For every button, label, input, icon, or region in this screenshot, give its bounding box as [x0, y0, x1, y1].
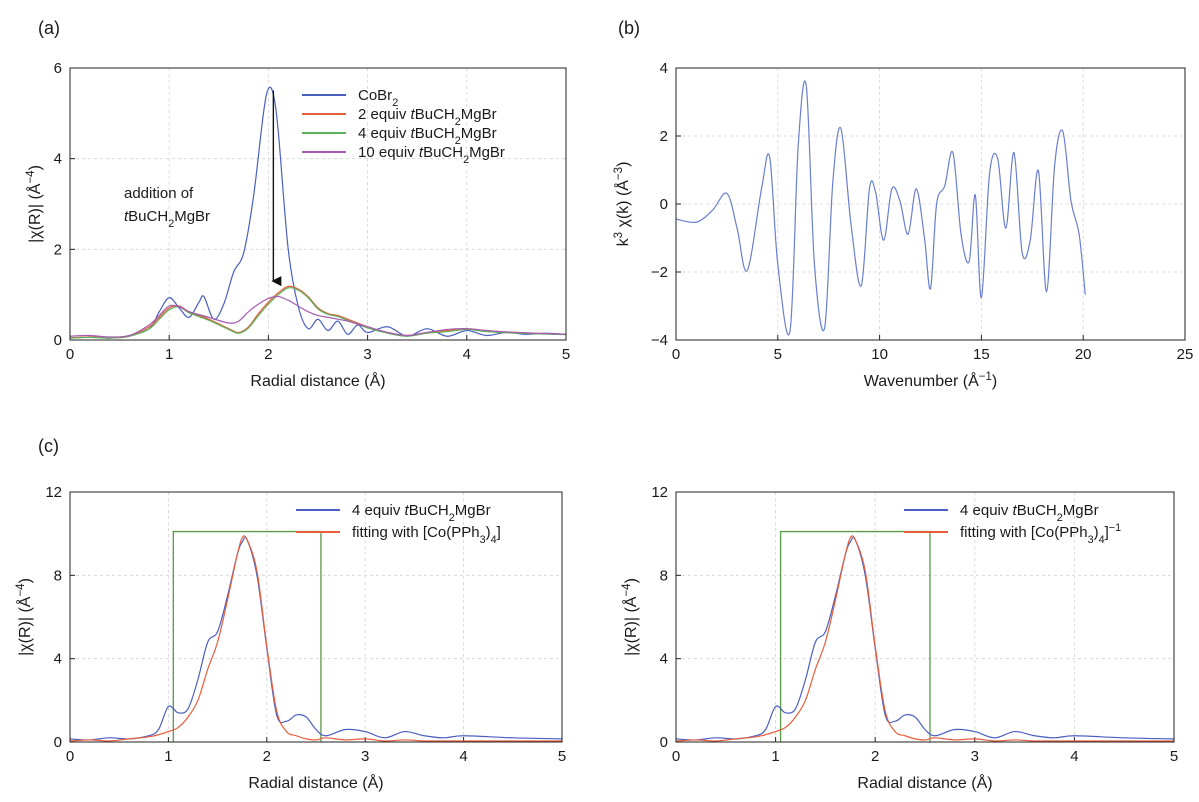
- legend-entry-3: 4 equiv tBuCH2​MgBr: [358, 125, 497, 147]
- x-tick-label: 3: [363, 346, 371, 363]
- x-tick-label: 5: [558, 748, 566, 765]
- x-tick-label: 15: [973, 346, 990, 363]
- plot-frame: [69, 67, 567, 341]
- series-line-3: [70, 287, 566, 339]
- y-tick-label: 12: [651, 484, 668, 501]
- plot-area: [676, 80, 1086, 336]
- legend-entry-4: 10 equiv tBuCH2​MgBr: [358, 144, 505, 166]
- plot-frame: [69, 491, 563, 743]
- panel-label: (b): [618, 18, 640, 38]
- y-tick-label: 4: [54, 651, 62, 668]
- y-tick-label: 4: [660, 651, 668, 668]
- x-tick-label: 4: [1070, 748, 1078, 765]
- x-tick-label: 4: [459, 748, 467, 765]
- x-tick-label: 5: [774, 346, 782, 363]
- plot-area: [70, 86, 566, 339]
- y-axis-label: k3​ χ(k) (Å−3​): [613, 162, 632, 247]
- x-tick-label: 4: [463, 346, 471, 363]
- annotation-text-line2: tBuCH2​MgBr: [124, 208, 210, 230]
- x-tick-label: 2: [264, 346, 272, 363]
- y-tick-label: 0: [54, 734, 62, 751]
- plot-area: [676, 530, 1174, 742]
- x-axis-label: Radial distance (Å): [250, 371, 385, 390]
- y-tick-label: 2: [54, 241, 62, 258]
- series-line-1: [70, 86, 566, 339]
- x-axis-label: Radial distance (Å): [248, 773, 383, 792]
- plot-area: [70, 530, 562, 742]
- y-tick-label: 0: [660, 196, 668, 213]
- chart-panel-b: 0 5 10 15 20 25 −4 −2 0 2 4 Wavenumber (Å−1​) k3​ χ(…: [613, 18, 1193, 390]
- x-axis-label: Radial distance (Å): [857, 773, 992, 792]
- legend-entry-2: 2 equiv tBuCH2​MgBr: [358, 106, 497, 128]
- legend-entry-1: 4 equiv tBuCH2​MgBr: [960, 502, 1099, 524]
- legend-entry-2: fitting with [Co(PPh3​)4​]: [352, 524, 501, 546]
- x-tick-label: 2: [871, 748, 879, 765]
- y-tick-label: 8: [54, 567, 62, 584]
- legend-entry-2: fitting with [Co(PPh3​)4​]−1​: [960, 522, 1121, 546]
- x-tick-label: 3: [971, 748, 979, 765]
- x-tick-label: 0: [672, 346, 680, 363]
- y-tick-label: 12: [45, 484, 62, 501]
- x-tick-label: 2: [263, 748, 271, 765]
- y-tick-label: 0: [660, 734, 668, 751]
- legend-entry-1: CoBr2​: [358, 87, 398, 109]
- x-tick-label: 20: [1075, 346, 1092, 363]
- y-tick-label: 6: [54, 60, 62, 77]
- x-tick-label: 0: [66, 346, 74, 363]
- x-tick-label: 25: [1177, 346, 1194, 363]
- annotation-text-line1: addition of: [124, 185, 194, 202]
- y-axis-label: |χ(R)| (Å−4​): [25, 165, 44, 243]
- x-tick-label: 0: [66, 748, 74, 765]
- x-axis-label: Wavenumber (Å−1​): [864, 371, 997, 390]
- fit-window-line: [172, 530, 322, 742]
- x-tick-label: 0: [672, 748, 680, 765]
- fit-window-line: [779, 530, 931, 742]
- series-line-1: [676, 80, 1086, 336]
- panel-label: (a): [38, 18, 60, 38]
- y-tick-label: 8: [660, 567, 668, 584]
- series-line-2: [70, 535, 562, 742]
- series-line-4: [70, 295, 566, 338]
- y-tick-label: 4: [54, 151, 62, 168]
- plot-frame: [675, 67, 1186, 341]
- y-tick-label: 4: [660, 60, 668, 77]
- x-tick-label: 1: [771, 748, 779, 765]
- plot-frame: [675, 491, 1175, 743]
- panel-label: (c): [38, 436, 59, 456]
- series-line-1: [676, 536, 1174, 741]
- y-tick-label: 0: [54, 332, 62, 349]
- x-tick-label: 5: [562, 346, 570, 363]
- x-tick-label: 10: [871, 346, 888, 363]
- series-line-1: [70, 536, 562, 741]
- legend-entry-1: 4 equiv tBuCH2​MgBr: [352, 502, 491, 524]
- x-tick-label: 1: [165, 346, 173, 363]
- x-tick-label: 1: [164, 748, 172, 765]
- y-tick-label: −2: [651, 264, 668, 281]
- series-line-2: [70, 285, 566, 339]
- chart-panel-a: 0 1 2 3 4 5 0 2 4 6 Radial distance (Å) |χ(R)| (Å−4…: [25, 18, 570, 390]
- x-tick-label: 5: [1170, 748, 1178, 765]
- y-tick-label: −4: [651, 332, 668, 349]
- x-tick-label: 3: [361, 748, 369, 765]
- y-axis-label: |χ(R)| (Å−4​): [15, 578, 34, 656]
- series-line-2: [676, 535, 1174, 742]
- y-tick-label: 2: [660, 128, 668, 145]
- y-axis-label: |χ(R)| (Å−4​): [621, 578, 640, 656]
